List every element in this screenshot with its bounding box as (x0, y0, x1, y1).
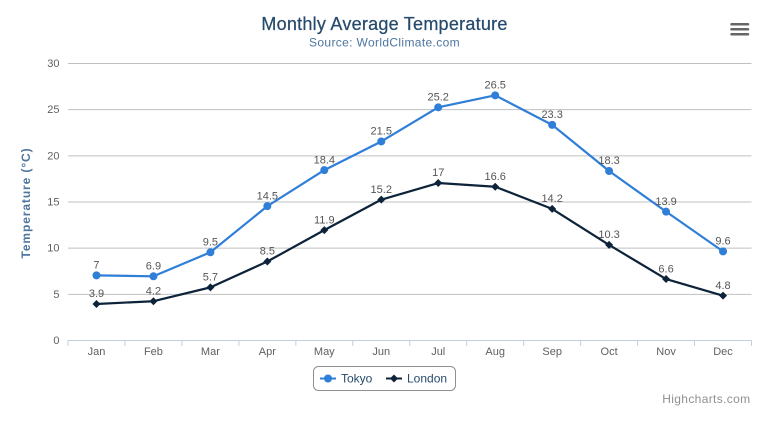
svg-text:14.2: 14.2 (541, 193, 562, 205)
svg-text:23.3: 23.3 (541, 109, 562, 121)
svg-text:5.7: 5.7 (203, 272, 218, 284)
svg-text:26.5: 26.5 (484, 80, 505, 92)
svg-text:7: 7 (93, 260, 99, 272)
svg-text:21.5: 21.5 (371, 126, 392, 138)
svg-text:Feb: Feb (144, 346, 163, 358)
svg-text:6.6: 6.6 (658, 263, 673, 275)
svg-text:4.2: 4.2 (146, 285, 161, 297)
svg-text:Nov: Nov (656, 346, 676, 358)
svg-text:Dec: Dec (713, 346, 733, 358)
svg-text:Jul: Jul (431, 346, 445, 358)
svg-text:Aug: Aug (485, 346, 505, 358)
svg-text:11.9: 11.9 (314, 214, 335, 226)
svg-text:Sep: Sep (542, 346, 562, 358)
svg-text:16.6: 16.6 (484, 171, 505, 183)
svg-text:Apr: Apr (259, 346, 276, 358)
svg-text:5: 5 (53, 289, 59, 301)
svg-text:14.5: 14.5 (257, 190, 278, 202)
svg-text:25.2: 25.2 (428, 92, 449, 104)
svg-text:Oct: Oct (601, 346, 618, 358)
svg-text:London: London (407, 372, 447, 386)
svg-text:18.4: 18.4 (314, 154, 335, 166)
svg-text:18.3: 18.3 (598, 155, 619, 167)
svg-text:3.9: 3.9 (89, 288, 104, 300)
svg-text:Mar: Mar (201, 346, 220, 358)
svg-text:9.5: 9.5 (203, 236, 218, 248)
svg-text:Jun: Jun (372, 346, 390, 358)
svg-text:Temperature (°C): Temperature (°C) (19, 148, 33, 259)
svg-text:15: 15 (47, 197, 59, 209)
svg-text:6.9: 6.9 (146, 260, 161, 272)
svg-text:13.9: 13.9 (655, 196, 676, 208)
svg-text:8.5: 8.5 (260, 246, 275, 258)
svg-text:17: 17 (432, 167, 444, 179)
svg-text:25: 25 (47, 104, 59, 116)
svg-text:Monthly Average Temperature: Monthly Average Temperature (261, 14, 507, 34)
svg-text:15.2: 15.2 (371, 184, 392, 196)
svg-text:10: 10 (47, 243, 59, 255)
svg-text:30: 30 (47, 58, 59, 70)
svg-text:Jan: Jan (88, 346, 106, 358)
svg-text:Highcharts.com: Highcharts.com (662, 392, 750, 406)
svg-text:4.8: 4.8 (715, 280, 730, 292)
svg-text:0: 0 (53, 335, 59, 347)
svg-text:Source: WorldClimate.com: Source: WorldClimate.com (309, 36, 460, 50)
svg-text:Tokyo: Tokyo (341, 372, 373, 386)
svg-text:10.3: 10.3 (598, 229, 619, 241)
svg-text:20: 20 (47, 150, 59, 162)
svg-text:9.6: 9.6 (715, 236, 730, 248)
svg-text:May: May (314, 346, 335, 358)
